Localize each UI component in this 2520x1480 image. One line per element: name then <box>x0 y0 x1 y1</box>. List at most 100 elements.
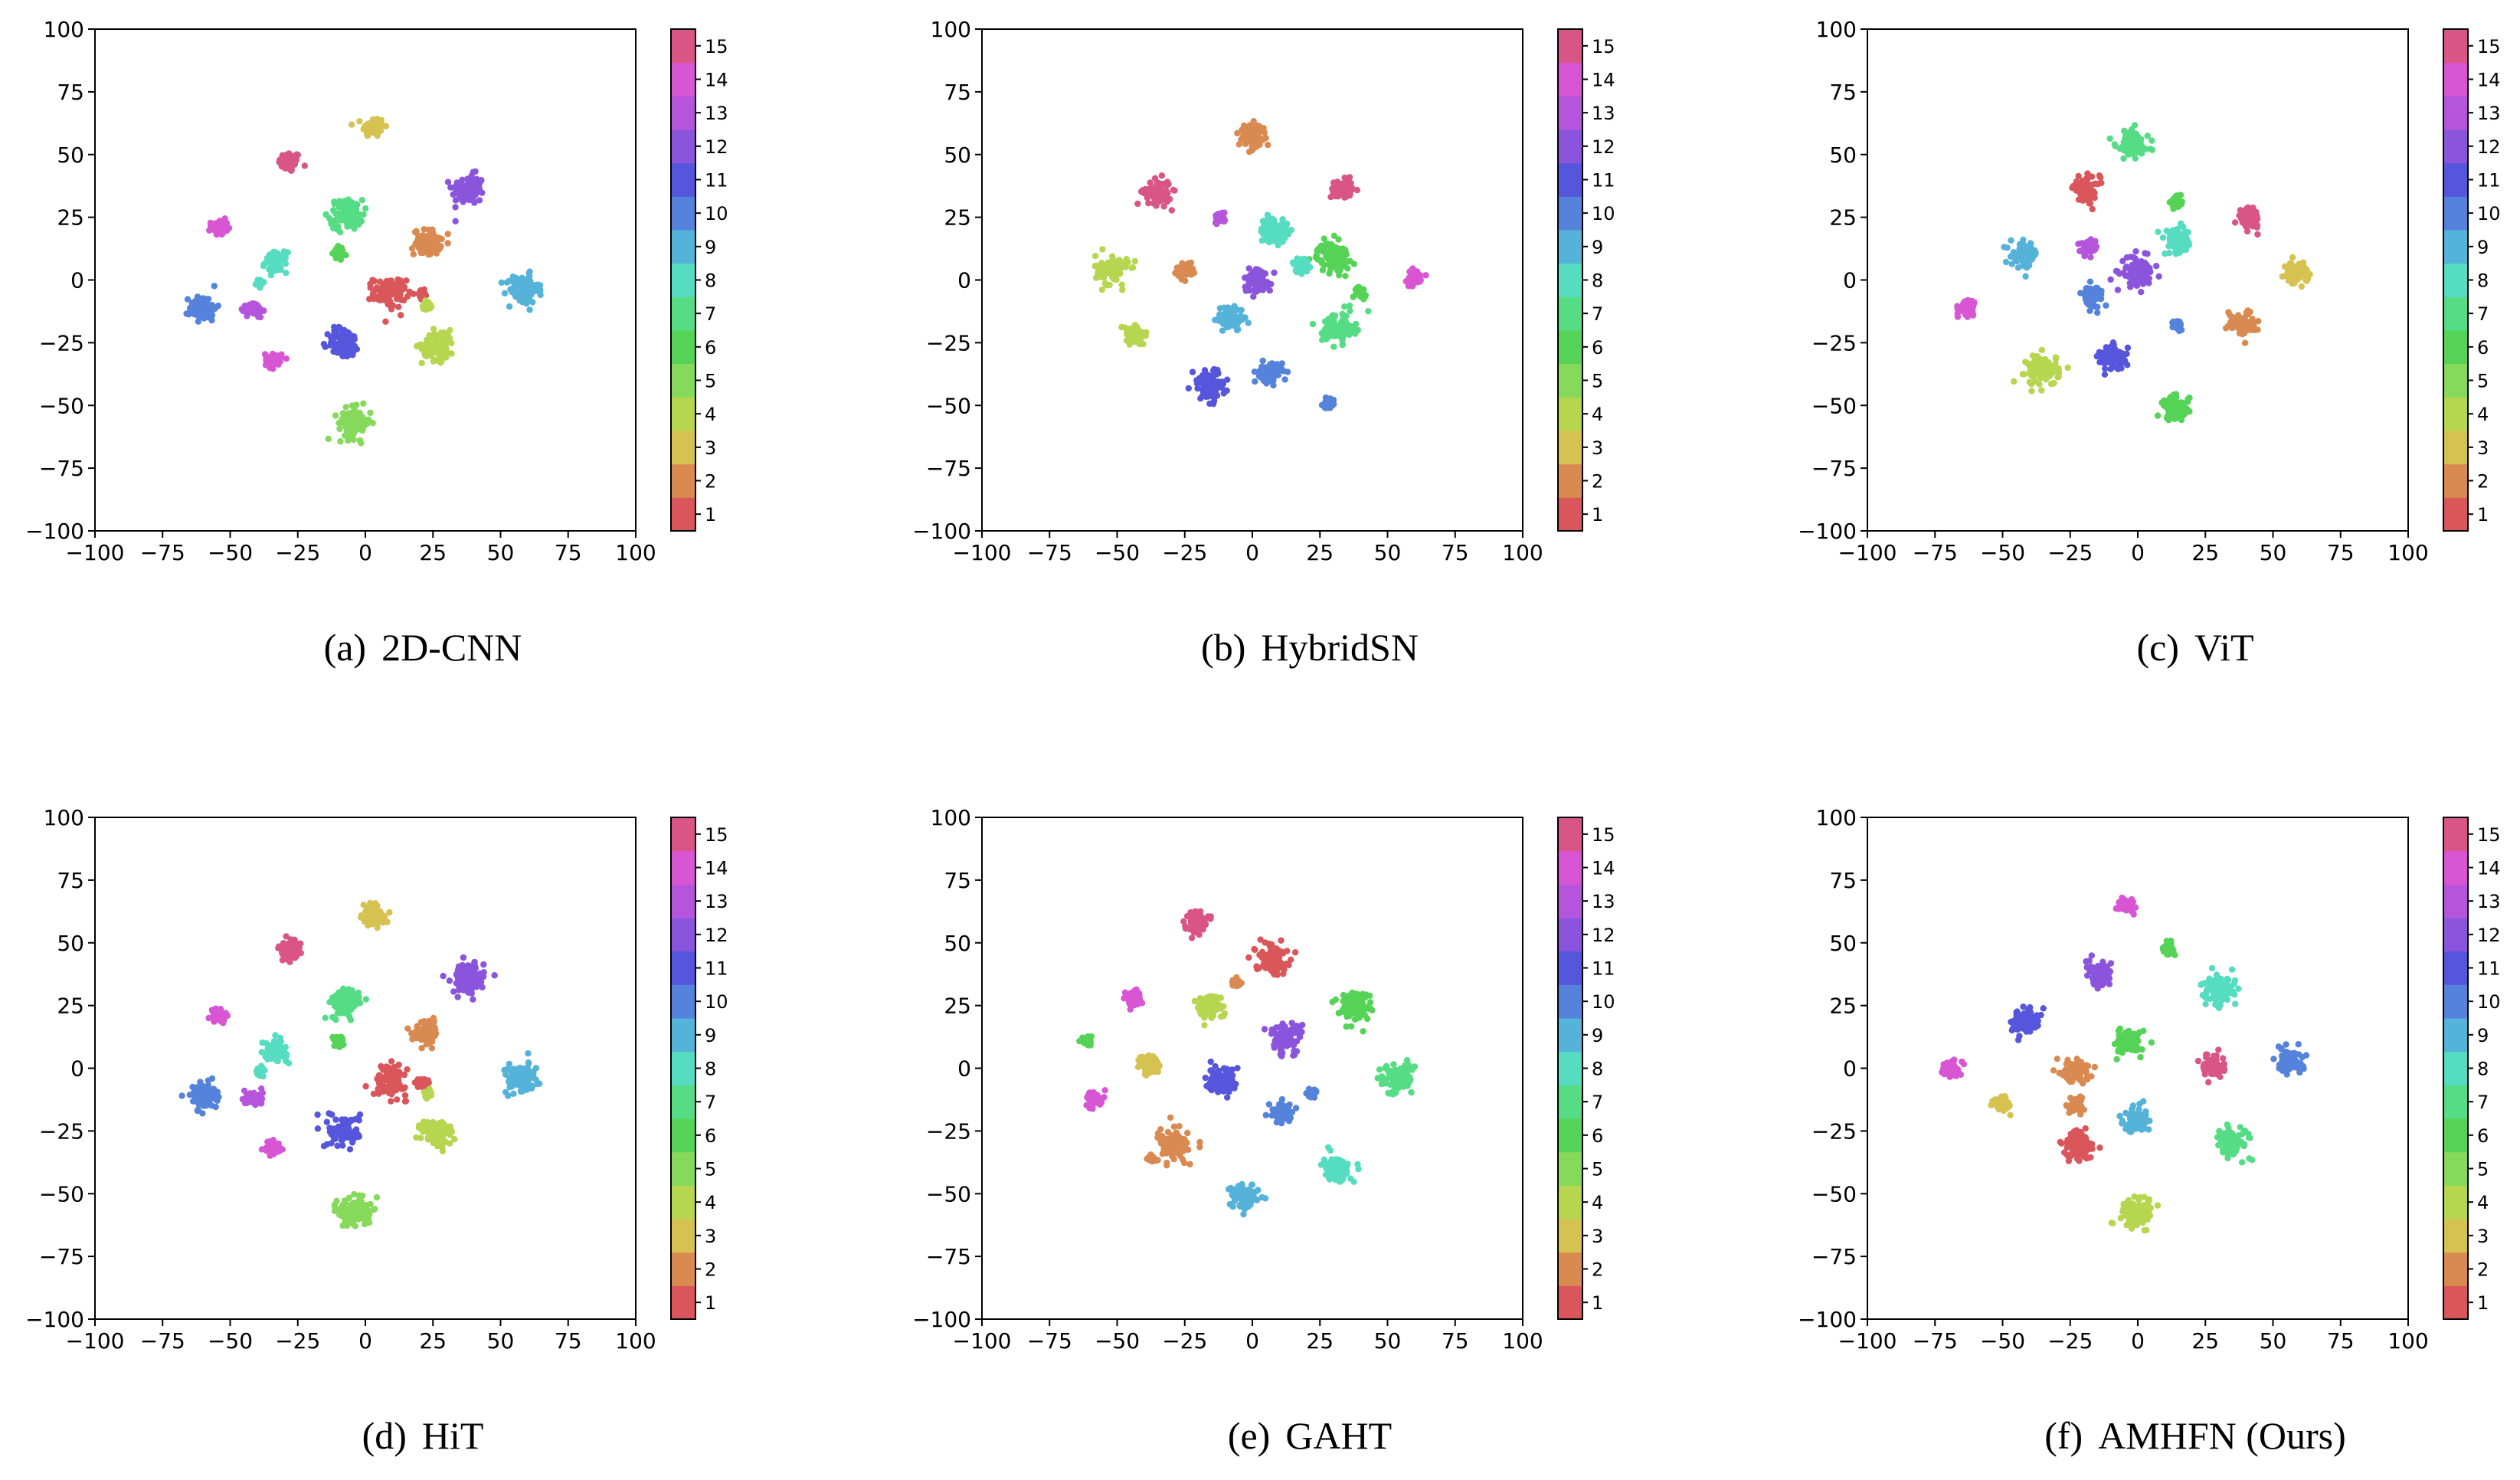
colorbar-tick-label: 4 <box>705 404 716 425</box>
cluster-class-15 <box>2231 204 2261 238</box>
scatter-point <box>1129 264 1137 271</box>
colorbar-tick-label: 7 <box>705 303 716 325</box>
scatter-point <box>1209 385 1216 392</box>
scatter-point <box>360 902 367 909</box>
scatter-point <box>1126 332 1134 339</box>
scatter-point <box>1256 368 1263 375</box>
scatter-point <box>388 1098 394 1105</box>
scatter-point <box>339 352 346 360</box>
scatter-point <box>399 1085 406 1092</box>
scatter-point <box>1405 283 1412 290</box>
y-tick-label: 100 <box>44 17 84 42</box>
scatter-point <box>1252 133 1260 139</box>
scatter-point <box>369 420 376 427</box>
scatter-point <box>2011 378 2018 385</box>
colorbar-segment <box>1558 96 1582 130</box>
scatter-point <box>476 179 483 187</box>
cluster-class-4 <box>413 326 455 367</box>
colorbar-tick-label: 15 <box>1592 36 1615 57</box>
scatter-point <box>1098 286 1106 293</box>
cluster-class-6 <box>1350 283 1370 303</box>
scatter-point <box>2175 198 2181 206</box>
scatter-point <box>2038 387 2045 394</box>
x-tick-label: 0 <box>358 540 372 565</box>
scatter-point <box>1248 136 1255 142</box>
scatter-point <box>2114 287 2122 293</box>
scatter-point <box>1225 323 1232 330</box>
colorbar-segment <box>1558 431 1582 465</box>
colorbar-segment <box>2443 296 2468 331</box>
scatter-point <box>2082 247 2089 255</box>
scatter-point <box>347 1000 354 1007</box>
scatter-point <box>1268 280 1275 288</box>
cluster-class-7 <box>2106 122 2156 162</box>
x-tick-label: −50 <box>1980 540 2025 565</box>
colorbar-segment <box>1558 497 1582 532</box>
scatter-point <box>452 218 459 224</box>
cluster-class-3 <box>348 116 390 139</box>
scatter-point <box>1319 267 1327 273</box>
scatter-point <box>391 1079 398 1085</box>
scatter-point <box>509 273 516 280</box>
scatter-point <box>1221 209 1228 216</box>
scatter-point <box>2089 188 2096 195</box>
x-tick-label: 25 <box>2191 540 2219 565</box>
scatter-point <box>333 344 340 351</box>
scatter-point <box>378 116 385 123</box>
scatter-point <box>2237 214 2245 222</box>
scatter-point <box>1350 260 1358 267</box>
scatter-point <box>1176 266 1183 273</box>
scatter-point <box>2175 229 2181 236</box>
scatter-point <box>241 303 248 309</box>
scatter-point <box>264 1056 271 1063</box>
scatter-point <box>1264 211 1271 218</box>
cluster-class-8 <box>1258 211 1295 249</box>
scatter-point <box>1170 186 1177 194</box>
scatter-point <box>2016 241 2024 248</box>
y-tick-label: −75 <box>1811 456 1857 481</box>
scatter-point <box>396 1069 403 1076</box>
scatter-point <box>1258 268 1265 276</box>
scatter-point <box>1103 282 1111 289</box>
cluster-class-14 <box>206 215 233 238</box>
scatter-point <box>1315 245 1322 252</box>
scatter-point <box>428 1045 436 1052</box>
scatter-point <box>2176 249 2183 256</box>
colorbar-segment <box>2443 129 2468 164</box>
x-tick-label: 75 <box>2327 540 2355 565</box>
scatter-point <box>2001 244 2008 250</box>
scatter-point <box>386 909 393 916</box>
scatter-point <box>2298 283 2305 290</box>
scatter-point <box>2089 205 2096 213</box>
scatter-point <box>2014 264 2022 271</box>
y-tick-label: −100 <box>25 1307 84 1332</box>
x-tick-label: 50 <box>1374 540 1402 565</box>
scatter-point <box>526 268 533 275</box>
scatter-point <box>1422 272 1429 279</box>
scatter-point <box>1215 214 1222 221</box>
scatter-point <box>401 1092 409 1099</box>
scatter-point <box>1234 319 1241 326</box>
cluster-class-13 <box>1212 209 1229 228</box>
colorbar-segment <box>1558 162 1582 197</box>
cluster-class-8 <box>252 277 267 291</box>
scatter-point <box>382 123 390 129</box>
y-tick-label: 0 <box>70 268 84 293</box>
scatter-point <box>2118 144 2126 151</box>
scatter-point <box>446 977 453 984</box>
scatter-point <box>358 914 365 922</box>
scatter-point <box>1160 203 1167 210</box>
scatter-point <box>378 915 385 923</box>
colorbar-segment <box>671 129 695 164</box>
scatter-point <box>2086 278 2094 285</box>
scatter-point <box>1158 172 1166 179</box>
cluster-class-2 <box>1172 259 1198 284</box>
scatter-point <box>1339 336 1346 343</box>
scatter-point <box>351 225 358 232</box>
scatter-point <box>519 286 525 293</box>
scatter-point <box>2154 412 2162 419</box>
scatter-point <box>417 1079 424 1087</box>
scatter-point <box>501 290 509 297</box>
scatter-point <box>263 1049 270 1056</box>
scatter-point <box>1285 231 1292 237</box>
